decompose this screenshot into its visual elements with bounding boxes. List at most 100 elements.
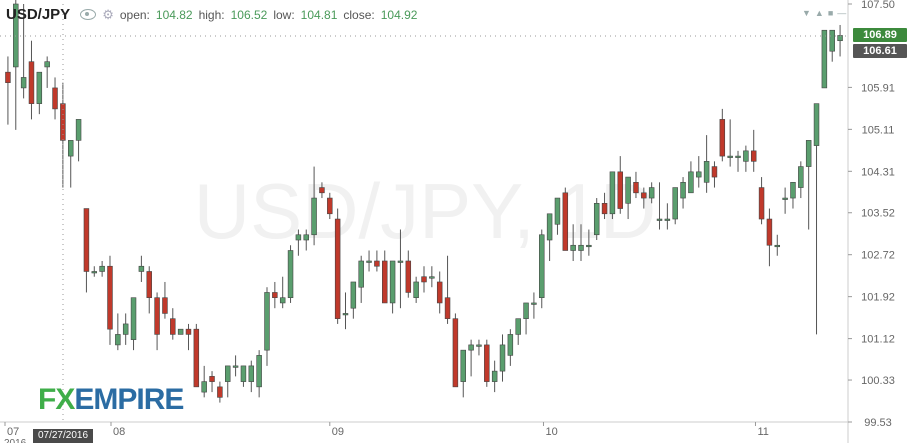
square-icon[interactable]: ■ — [827, 8, 834, 18]
x-tick-label: 10 — [545, 426, 557, 438]
candle-body — [648, 187, 655, 199]
candle-body — [491, 370, 498, 382]
close-value: 104.92 — [380, 7, 418, 22]
candle-body — [107, 265, 113, 330]
y-tick-label: 104.31 — [861, 166, 895, 178]
x-year-label: 2016 — [4, 438, 27, 443]
candle-body — [805, 140, 812, 167]
candle-body — [609, 171, 616, 215]
bid-price-tag: 106.89 — [853, 28, 907, 42]
eye-icon[interactable] — [80, 9, 97, 20]
candle-body — [507, 334, 514, 356]
candle-body — [217, 386, 223, 398]
candle-body — [625, 176, 631, 204]
candle-body — [656, 218, 663, 221]
candle-body — [256, 355, 262, 388]
candle-body — [83, 208, 90, 272]
candle-body — [248, 365, 255, 382]
candle-body — [209, 376, 215, 382]
candle-body — [389, 260, 396, 304]
symbol-label: USD/JPY — [6, 6, 71, 23]
candle-body — [91, 271, 98, 274]
candle-body — [468, 344, 474, 351]
logo-fx: FX — [38, 383, 75, 416]
x-tick-label: 08 — [113, 426, 125, 438]
open-value: 104.82 — [155, 7, 193, 22]
watermark-text: USD/JPY, 1D — [194, 167, 656, 255]
candle-body — [562, 192, 569, 251]
candle-body — [99, 265, 105, 272]
candle-body — [664, 218, 671, 221]
candle-body — [397, 260, 404, 263]
candle-body — [452, 318, 459, 388]
y-tick-label: 99.53 — [864, 417, 892, 429]
candle-body — [264, 292, 270, 351]
candle-body — [358, 260, 364, 288]
y-tick-label: 102.72 — [861, 250, 895, 262]
chevron-down-icon[interactable]: ▼ — [802, 8, 811, 18]
candle-body — [170, 318, 176, 335]
close-label: close: — [343, 7, 375, 22]
candle-body — [138, 265, 145, 272]
candle-body — [680, 182, 686, 199]
triangle-up-icon[interactable]: ▲ — [814, 8, 824, 18]
gear-icon[interactable]: ⚙ — [102, 6, 114, 22]
fxempire-logo: FXEMPIRE — [38, 383, 184, 417]
candle-body — [798, 166, 804, 188]
y-tick-label: 101.12 — [861, 334, 895, 346]
candle-body — [672, 187, 678, 220]
candle-body — [122, 323, 129, 335]
candle-body — [154, 297, 160, 335]
candle-body — [766, 218, 773, 246]
minus-icon[interactable]: — — [837, 8, 847, 18]
low-value: 104.81 — [300, 7, 338, 22]
candle-body — [499, 344, 506, 372]
candle-body — [36, 71, 43, 104]
candle-body — [617, 171, 623, 209]
ohlc-header: USD/JPY ⚙ open: 104.82 high: 106.52 low:… — [6, 6, 417, 23]
y-tick-label: 101.92 — [861, 292, 895, 304]
candle-body — [703, 161, 710, 183]
candle-body — [515, 318, 521, 335]
chart-top-icons: ▼ ▲ ■ — — [802, 8, 846, 18]
candle-body — [790, 182, 796, 199]
y-tick-label: 103.52 — [861, 208, 895, 220]
candle-body — [5, 71, 11, 83]
candle-body — [539, 234, 545, 299]
candle-body — [711, 166, 718, 178]
candle-body — [20, 77, 27, 89]
candle-body — [829, 29, 835, 52]
candle-body — [311, 197, 317, 236]
candle-body — [279, 297, 286, 304]
candle-body — [272, 292, 278, 299]
candle-body — [476, 344, 482, 347]
candle-body — [837, 35, 843, 42]
candle-body — [531, 302, 537, 305]
candle-body — [130, 297, 137, 340]
candle-body — [374, 260, 380, 267]
candle-body — [162, 297, 168, 314]
candle-body — [350, 281, 357, 309]
candle-body — [743, 150, 749, 162]
candle-body — [758, 187, 765, 220]
candle-body — [688, 171, 694, 194]
candle-body — [44, 61, 50, 68]
candle-body — [578, 244, 584, 251]
candle-body — [287, 250, 294, 299]
candle-body — [146, 271, 152, 299]
candle-body — [633, 182, 639, 194]
candle-body — [115, 334, 121, 346]
candle-body — [460, 349, 466, 382]
candle-body — [593, 202, 600, 236]
y-tick-label: 107.50 — [861, 0, 895, 11]
y-tick-label: 105.91 — [861, 82, 895, 94]
candle-body — [696, 171, 702, 178]
candle-body — [821, 29, 828, 89]
high-label: high: — [198, 7, 225, 22]
candle-body — [641, 192, 647, 199]
candle-body — [813, 103, 820, 146]
low-label: low: — [273, 7, 295, 22]
high-value: 106.52 — [230, 7, 268, 22]
